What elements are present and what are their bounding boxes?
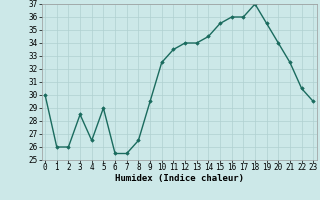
X-axis label: Humidex (Indice chaleur): Humidex (Indice chaleur) [115, 174, 244, 183]
